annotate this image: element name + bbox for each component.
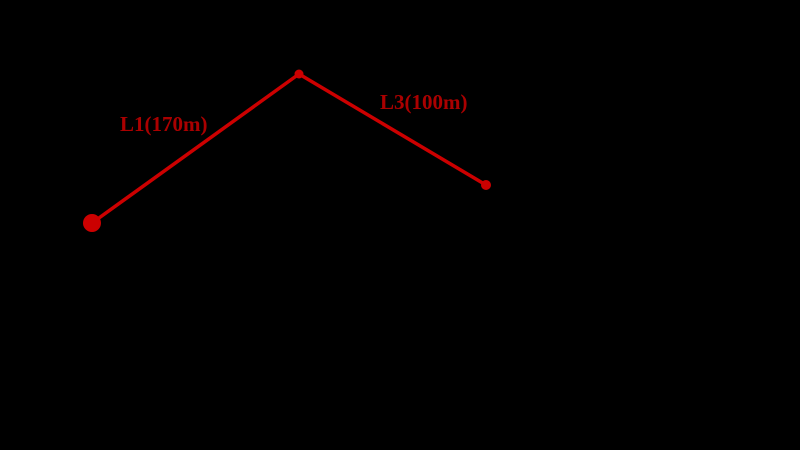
link-l1-label: L1(170m) <box>120 112 208 136</box>
node-right-dot <box>481 180 491 190</box>
link-l1-line <box>90 72 301 225</box>
node-apex-dot <box>294 69 304 79</box>
link-l3-line <box>297 72 488 187</box>
link-l3-label: L3(100m) <box>380 90 468 114</box>
node-left-dot <box>83 214 101 232</box>
